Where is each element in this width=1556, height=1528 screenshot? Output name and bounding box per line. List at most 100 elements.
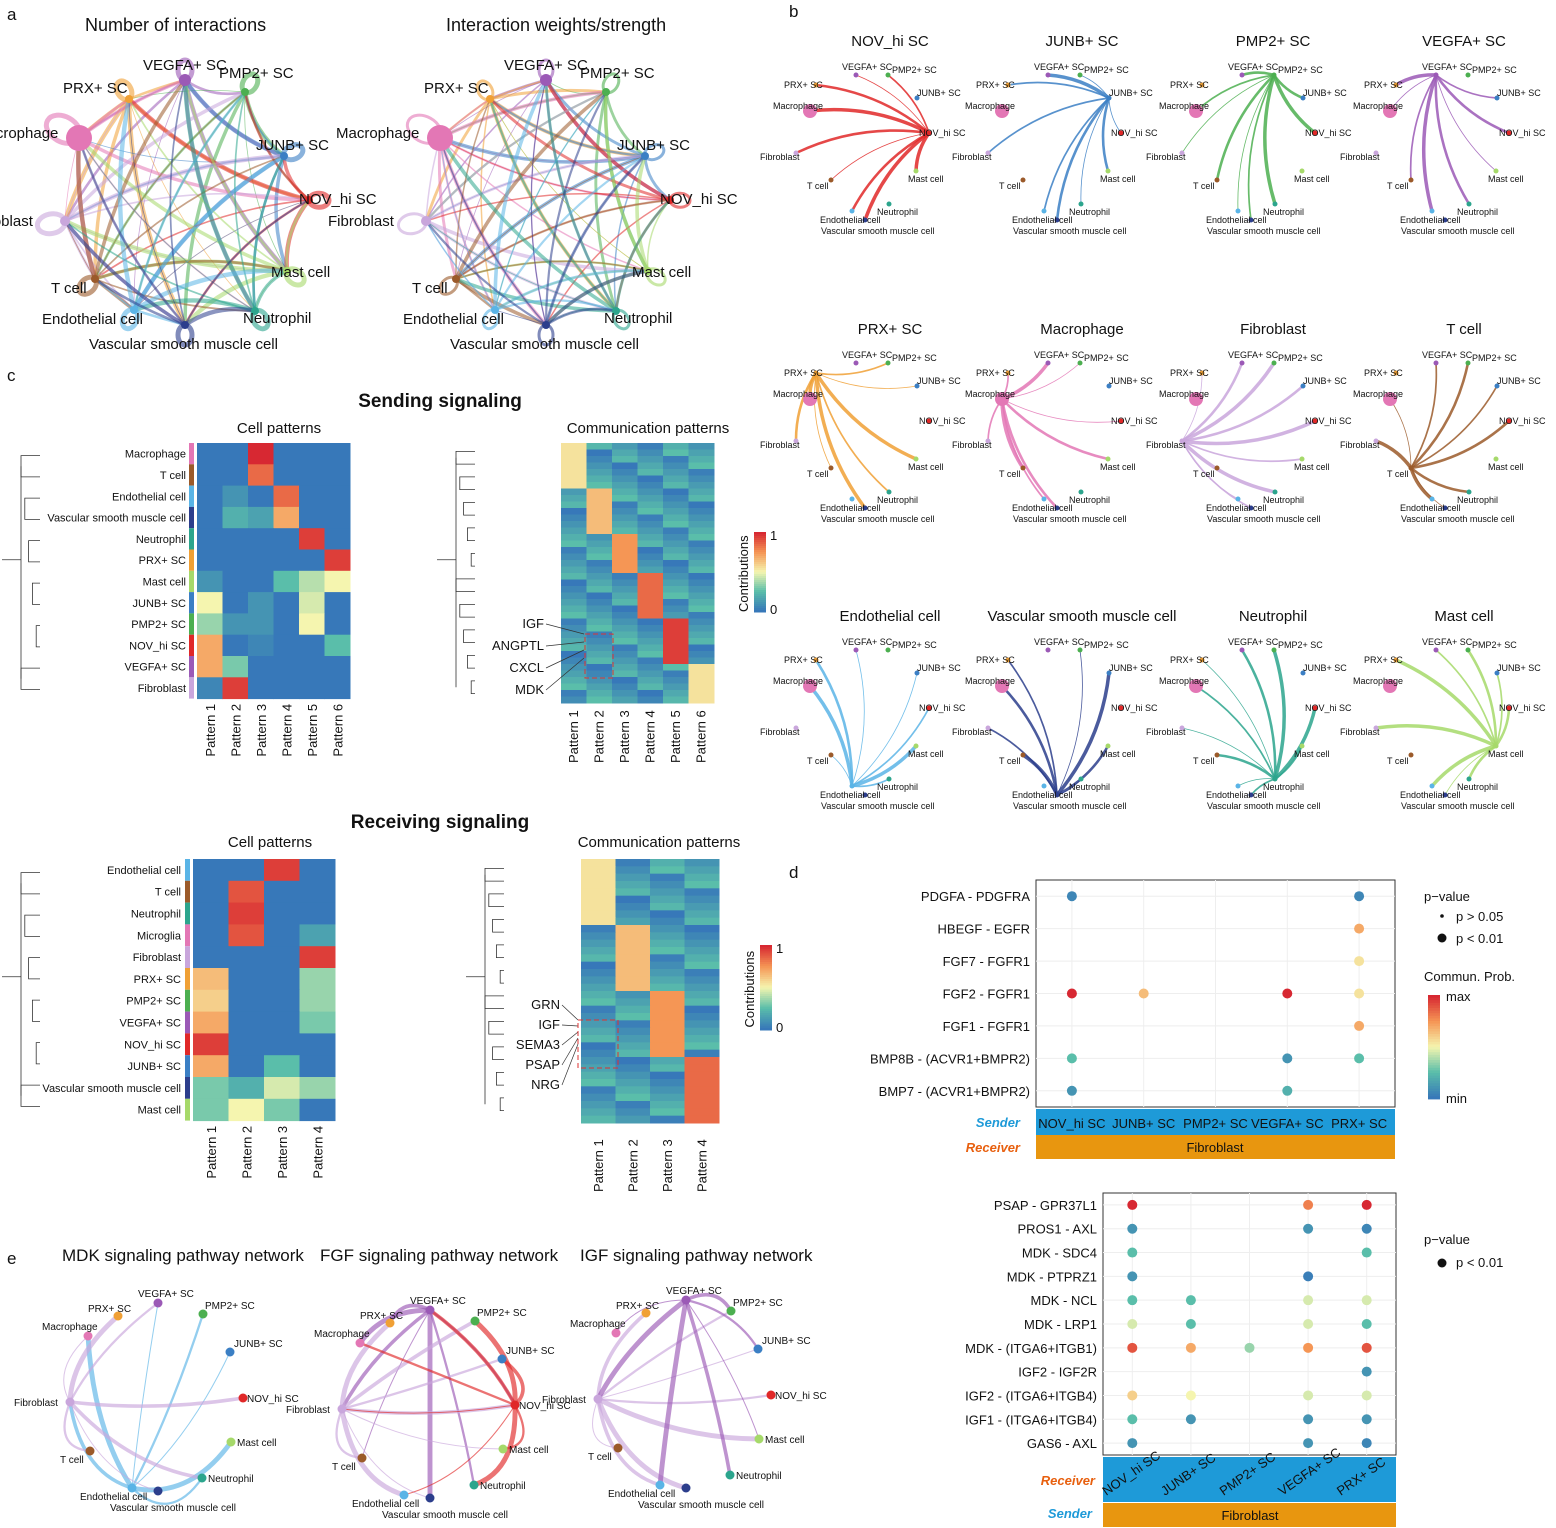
node [1465,360,1471,366]
node [1106,383,1112,389]
heatmap-cell [612,638,638,645]
network-edge [425,220,496,311]
colorbar-step [1428,1028,1440,1032]
node-label: JUNB+ SC [234,1339,283,1350]
signal-edge [1495,672,1503,747]
heatmap-cell [663,540,689,548]
node-label: Fibroblast [952,152,992,162]
heatmap-cell [684,1027,720,1036]
node-label: Endothelial cell [1206,215,1267,225]
colorbar-step [754,578,766,581]
dot [1303,1319,1314,1329]
heatmap-cell [581,1071,616,1080]
row-color-bar [185,1033,190,1056]
node-label: Vascular smooth muscle cell [1207,226,1320,236]
heatmap-cell [637,449,664,457]
node [995,679,1009,693]
heatmap-cell [650,954,685,963]
heatmap-cell [193,1055,229,1078]
colorbar-step [760,1027,772,1031]
heatmap-cell [264,1098,300,1122]
heatmap-cell [324,506,351,529]
heatmap-cell [561,683,587,691]
row-color-bar [185,1077,190,1099]
colorbar-step [760,957,772,961]
node-label: VEGFA+ SC [1228,637,1279,647]
heatmap-cell [688,638,715,645]
heatmap-cell [637,625,664,632]
signal-edge [1007,659,1058,796]
pathway-edge [341,1408,431,1499]
node-label: JUNB+ SC [256,137,329,154]
node [1408,465,1414,471]
node [197,1473,207,1483]
node-label: PRX+ SC [88,1304,131,1315]
dot [1354,988,1365,999]
heatmap-cell [228,924,265,947]
heatmap-cell [663,534,689,541]
heatmap-cell [637,566,664,574]
signal-edge [1181,440,1303,463]
highlight-box [577,1019,619,1069]
heatmap-cell [612,579,638,587]
heatmap-cell [688,449,715,457]
colorbar-step [1428,1034,1440,1037]
node-label: JUNB+ SC [1109,376,1153,386]
colorbar-step [760,1019,772,1022]
node-label: T cell [999,756,1020,766]
heatmap-cell [561,501,587,509]
signal-edge [1434,74,1510,135]
heatmap-cell [688,534,715,541]
node [127,1483,137,1493]
node-label: NOV_hi SC [919,416,966,426]
node [926,418,932,424]
heatmap-cell [637,540,664,548]
heatmap-cell [581,873,616,882]
colorbar-step [754,548,766,551]
heatmap-cell [663,449,689,457]
heatmap-cell [197,592,223,614]
node-label: T cell [1387,756,1408,766]
heatmap-cell [688,527,715,535]
signal-edge [1409,74,1437,181]
node [1078,489,1084,495]
signal-edge [1180,439,1276,494]
heatmap-cell [324,464,351,487]
node-label: Mast cell [1488,174,1524,184]
node [1041,208,1047,214]
panel-label-e: e [7,1249,16,1268]
pathway-edge [340,1308,432,1410]
heatmap-cell [612,605,638,613]
dot [1361,1247,1372,1258]
dot [1127,1390,1138,1401]
node [425,1493,435,1503]
pathway-edge [597,1393,772,1405]
node-label: Mast cell [1100,174,1136,184]
signal-edge [1434,74,1471,205]
row-color-bar [189,549,194,571]
node [913,168,919,174]
node-label: Fibroblast [1146,727,1186,737]
network-edge [439,137,547,326]
sender-network-title: JUNB+ SC [1046,33,1119,50]
row-label: Endothelial cell [107,865,181,877]
heatmap-cell [650,1079,685,1087]
dot [1303,1342,1314,1353]
heatmap-cell [581,947,616,955]
heatmap-cell [197,443,223,465]
network-edge [613,155,646,312]
row-label: PRX+ SC [134,974,181,986]
heatmap-cell [688,690,715,697]
heatmap-cell [637,469,664,476]
node-t-cell [452,275,460,283]
heatmap-cell [197,506,223,529]
pvalue-dot-large [1437,1258,1447,1268]
node [1248,792,1254,798]
heatmap-cell [612,527,638,535]
heatmap-cell [561,540,587,548]
colorbar-step [760,1002,772,1005]
pathway-edge [63,1401,91,1453]
sender-network-10 [985,647,1124,798]
node-label: Mast cell [509,1445,548,1456]
heatmap-cell [264,1055,300,1078]
